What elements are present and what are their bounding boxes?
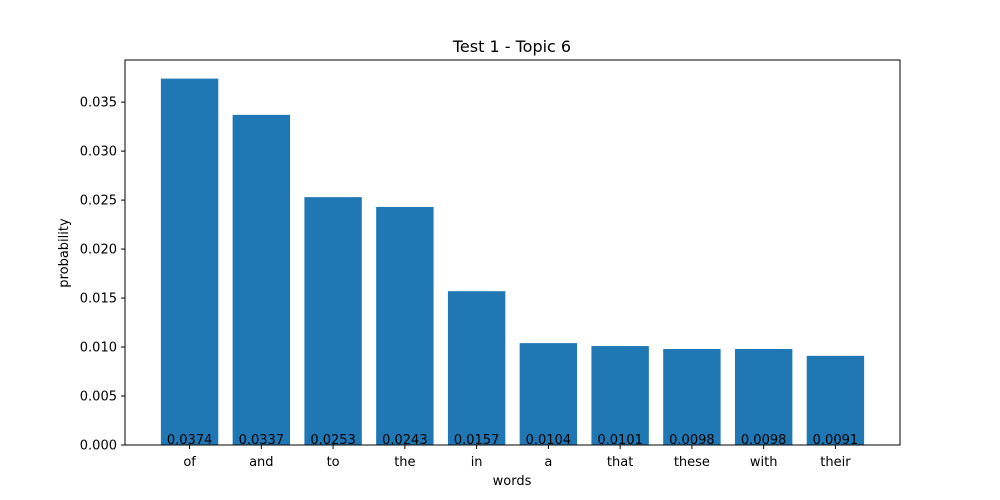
bar-their <box>806 355 865 445</box>
value-label-and: 0.0337 <box>239 433 285 448</box>
value-label-to: 0.0253 <box>310 433 356 448</box>
x-tick-label-the: the <box>394 455 415 470</box>
value-label-of: 0.0374 <box>167 433 213 448</box>
x-tick-label-that: that <box>607 455 633 470</box>
value-label-the: 0.0243 <box>382 433 428 448</box>
x-tick-label-with: with <box>750 455 778 470</box>
y-tick-label: 0.005 <box>80 390 117 405</box>
x-tick-label-a: a <box>544 455 552 470</box>
chart-title: Test 1 - Topic 6 <box>452 37 571 56</box>
bar-of <box>160 78 219 446</box>
value-label-that: 0.0101 <box>597 433 643 448</box>
value-label-in: 0.0157 <box>454 433 500 448</box>
value-label-with: 0.0098 <box>741 433 787 448</box>
bar-in <box>447 291 506 445</box>
y-tick-label: 0.025 <box>80 194 117 209</box>
bar-a <box>519 343 578 445</box>
y-tick-label: 0.010 <box>80 341 117 356</box>
y-tick-label: 0.000 <box>80 439 117 454</box>
y-tick-label: 0.015 <box>80 292 117 307</box>
bars-group <box>160 78 865 446</box>
x-tick-label-and: and <box>249 455 273 470</box>
x-axis: of and to the in a that these with their <box>183 445 851 470</box>
bar-the <box>376 206 434 445</box>
value-labels-group: 0.0374 0.0337 0.0253 0.0243 0.0157 0.0104 0.01… <box>167 433 858 448</box>
value-label-a: 0.0104 <box>526 433 572 448</box>
y-tick-label: 0.030 <box>80 145 117 160</box>
x-axis-title: words <box>493 474 532 489</box>
plot-frame <box>124 59 901 446</box>
bar-with <box>734 348 793 445</box>
x-tick-label-these: these <box>674 455 710 470</box>
bar-that <box>591 346 649 445</box>
y-tick-label: 0.020 <box>80 243 117 258</box>
y-axis: 0.000 0.005 0.010 0.015 0.020 0.025 0.030 0.035 <box>80 96 125 454</box>
value-label-their: 0.0091 <box>813 433 859 448</box>
x-tick-label-their: their <box>820 455 851 470</box>
x-tick-label-in: in <box>471 455 483 470</box>
x-tick-label-to: to <box>327 455 340 470</box>
y-axis-title: probability <box>57 218 72 288</box>
value-label-these: 0.0098 <box>669 433 715 448</box>
bar-these <box>663 348 721 445</box>
bar-to <box>304 197 362 445</box>
y-tick-label: 0.035 <box>80 96 117 111</box>
bar-and <box>232 114 291 446</box>
x-tick-label-of: of <box>183 455 196 470</box>
